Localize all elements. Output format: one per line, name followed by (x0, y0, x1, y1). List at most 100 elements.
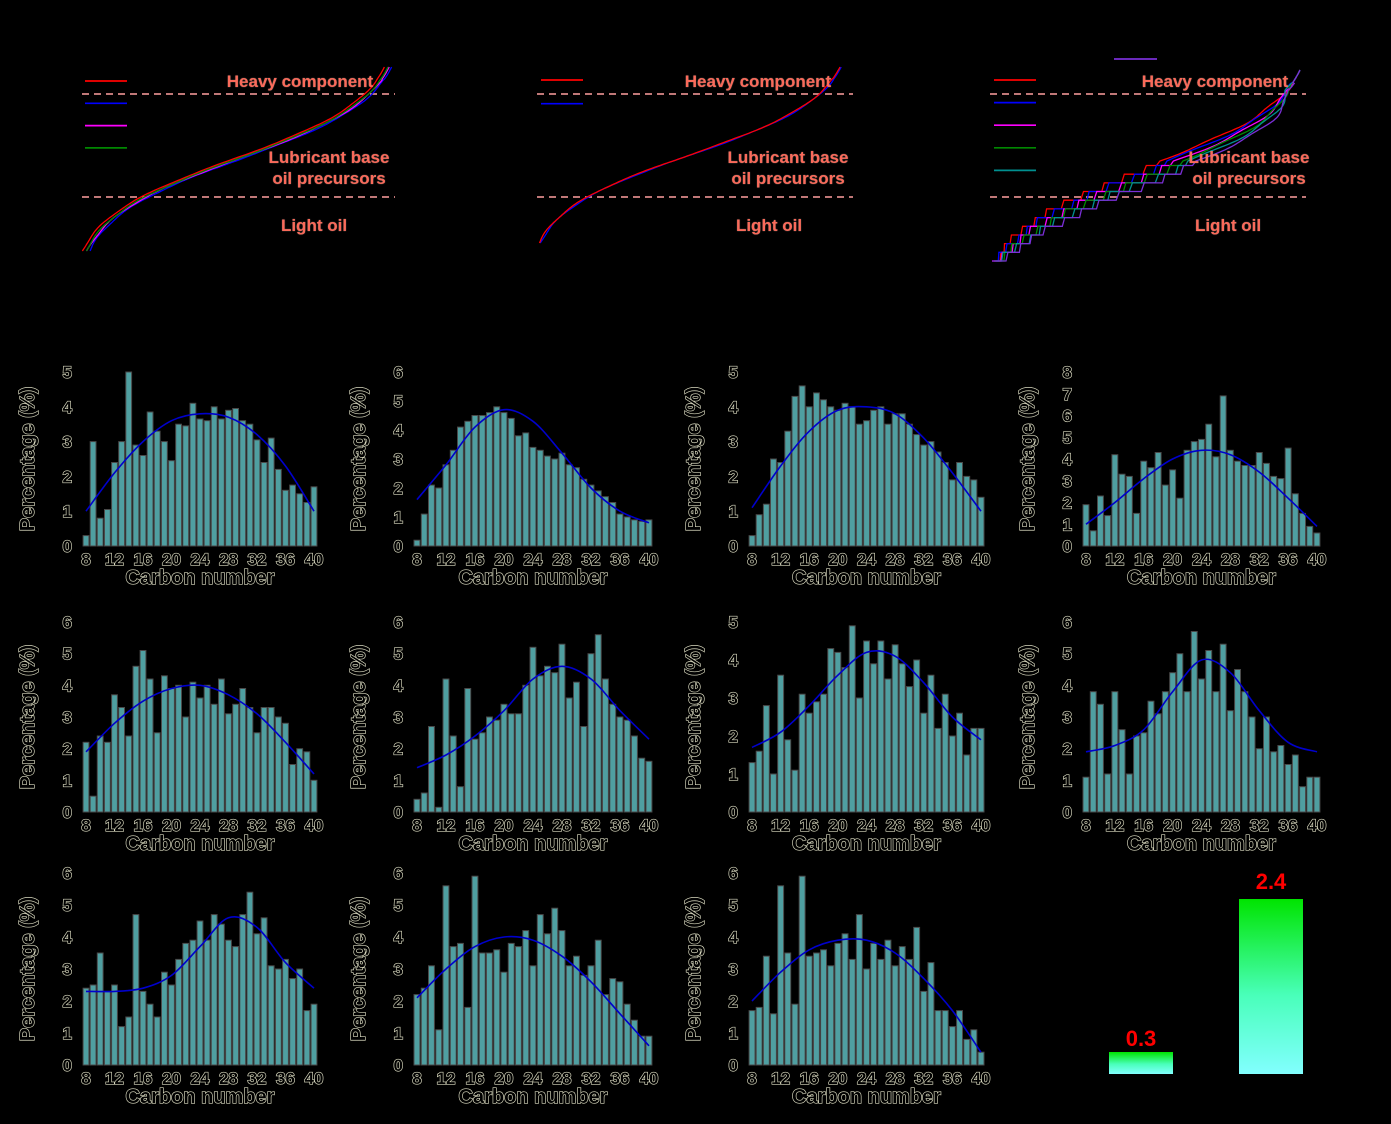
comparison-bar-small (1109, 1052, 1173, 1074)
y-tick-label: 3 (63, 433, 72, 452)
histogram-bar (834, 651, 842, 813)
histogram-bar (1125, 773, 1133, 813)
histogram-bar (934, 1010, 942, 1066)
histogram-bar (175, 423, 182, 547)
histogram-bar (161, 675, 168, 813)
x-tick-label: 40 (640, 550, 659, 569)
histogram-bar (232, 703, 239, 813)
histogram-bar (963, 475, 971, 547)
x-tick-label: 24 (857, 550, 876, 569)
histogram-bar (310, 486, 318, 547)
zone-label-heavy: Heavy component (226, 72, 374, 91)
fit-curve (416, 408, 650, 524)
y-tick-label: 3 (729, 433, 738, 452)
y-tick-label: 4 (1063, 450, 1073, 469)
x-tick-label: 28 (1221, 816, 1240, 835)
y-tick-label: 4 (729, 651, 739, 670)
histogram-bar (118, 1026, 125, 1066)
x-tick-label: 12 (105, 1069, 124, 1088)
y-tick-label: 0 (729, 537, 738, 556)
histogram-bar (1183, 691, 1191, 813)
histogram-bar (1277, 745, 1285, 813)
histogram-bar (500, 412, 508, 547)
histogram-bar (927, 441, 935, 547)
histogram-bar (1313, 532, 1321, 547)
fit-curve (416, 665, 650, 769)
y-axis-title: Percentage (%) (683, 387, 705, 532)
y-tick-label: 5 (729, 896, 738, 915)
x-tick-label: 24 (1192, 816, 1211, 835)
y-tick-label: 3 (1063, 708, 1072, 727)
histogram-bar (1284, 447, 1292, 547)
y-tick-label: 1 (394, 508, 403, 527)
histogram-bar (275, 968, 282, 1066)
y-tick-label: 1 (729, 502, 738, 521)
histogram-bar (260, 462, 268, 547)
histogram-bar (464, 688, 472, 813)
histogram-bar (848, 958, 856, 1066)
x-tick-label: 40 (305, 550, 324, 569)
fit-curve (751, 650, 982, 749)
histogram-bar (104, 509, 111, 547)
y-tick-label: 6 (63, 613, 72, 632)
histogram-bar (587, 484, 595, 547)
histogram-bar (841, 933, 849, 1066)
histogram-bar (631, 735, 638, 813)
histogram-bar (1248, 716, 1256, 813)
histogram-bar (623, 1003, 631, 1066)
histogram-bar (805, 955, 813, 1066)
y-tick-label: 2 (63, 467, 72, 486)
x-tick-label: 36 (276, 1069, 295, 1088)
histogram-bar (96, 735, 104, 813)
histogram-bar (927, 962, 935, 1066)
histogram-bar (1263, 716, 1270, 813)
histogram-bar (267, 965, 275, 1066)
x-tick-label: 24 (524, 550, 543, 569)
histogram-bar (522, 432, 530, 547)
x-tick-label: 12 (771, 550, 790, 569)
histogram-bar (784, 430, 792, 547)
x-tick-label: 20 (828, 1069, 847, 1088)
y-tick-label: 0 (63, 1056, 72, 1075)
histogram-bar (196, 697, 204, 813)
histogram-bar (289, 764, 297, 813)
histogram-bar (153, 732, 161, 813)
histogram-bar (529, 965, 537, 1066)
histogram-bar (111, 984, 118, 1066)
y-tick-label: 4 (394, 928, 404, 947)
x-tick-label: 12 (437, 816, 456, 835)
x-tick-label: 36 (943, 816, 962, 835)
fit-curve (1085, 658, 1318, 753)
zone-label-lub-1: Lubricant base (1188, 148, 1310, 167)
x-tick-label: 28 (219, 550, 238, 569)
histogram-bar (1169, 672, 1177, 813)
histogram-bar (493, 949, 501, 1066)
histogram-bar (1118, 729, 1126, 813)
histogram-bar (805, 712, 813, 813)
histogram-bar (645, 1035, 653, 1066)
histogram-bar (884, 939, 892, 1066)
y-tick-label: 4 (394, 421, 404, 440)
histogram-bar (602, 994, 609, 1066)
zone-label-lub-2: oil precursors (1192, 169, 1306, 188)
histogram-bar (203, 420, 211, 547)
histogram-bar (132, 665, 140, 813)
histogram-bar (457, 786, 464, 813)
histogram-bar (1299, 786, 1306, 813)
x-tick-label: 12 (1105, 550, 1124, 569)
histogram-bar (282, 958, 289, 1066)
histogram-bar (486, 952, 493, 1066)
histogram-bar (1234, 460, 1241, 547)
histogram-bar (898, 413, 906, 547)
histogram-bar (963, 754, 971, 813)
histogram-bar (1313, 776, 1321, 813)
x-tick-label: 12 (771, 1069, 790, 1088)
x-tick-label: 32 (1250, 550, 1269, 569)
histogram-bar (449, 946, 457, 1066)
histogram-bar (827, 965, 835, 1066)
y-tick-label: 2 (729, 992, 738, 1011)
histogram-bar (189, 402, 197, 547)
histogram-bar (522, 684, 530, 813)
histogram-bar (253, 732, 261, 813)
distillation-curve (85, 66, 389, 252)
